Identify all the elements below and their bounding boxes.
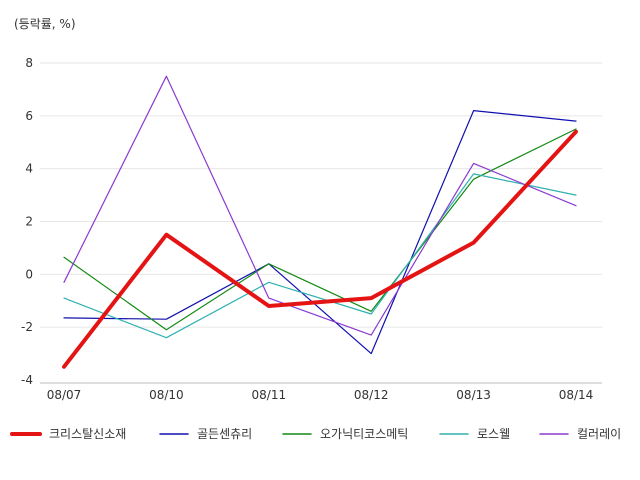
legend-label: 컬러레이 [577, 427, 621, 441]
x-tick-label: 08/13 [456, 388, 491, 402]
x-tick-label: 08/10 [149, 388, 184, 402]
series-line-1 [63, 109, 577, 355]
legend-label: 골든센츄리 [197, 427, 252, 441]
series-line-2 [63, 128, 577, 331]
x-tick-label: 08/11 [252, 388, 287, 402]
series-lines [62, 75, 578, 369]
y-tick-label: 2 [25, 215, 33, 229]
y-tick-label: -4 [21, 373, 33, 387]
legend-label: 로스웰 [477, 427, 510, 441]
x-tick-labels: 08/07 08/10 08/11 08/12 08/13 08/14 [47, 388, 594, 402]
x-tick-label: 08/12 [354, 388, 389, 402]
series-line-0 [62, 129, 578, 369]
x-tick-label: 08/14 [559, 388, 594, 402]
y-tick-label: 0 [25, 267, 33, 281]
y-tick-label: 8 [25, 56, 33, 70]
series-line-3 [63, 173, 577, 339]
legend-label: 오가닉티코스메틱 [320, 427, 408, 441]
legend-label: 크리스탈신소재 [49, 427, 126, 441]
unit-label: (등락률, %) [14, 17, 76, 31]
legend: 크리스탈신소재 골든센츄리 오가닉티코스메틱 로스웰 컬러레이 [10, 427, 621, 441]
y-tick-label: 6 [25, 109, 33, 123]
series-line-4 [63, 75, 577, 336]
x-tick-label: 08/07 [47, 388, 82, 402]
y-tick-label: 4 [25, 162, 33, 176]
y-tick-label: -2 [21, 320, 33, 334]
y-tick-labels: -4 -2 0 2 4 6 8 [21, 56, 33, 387]
grid-lines [40, 62, 602, 384]
